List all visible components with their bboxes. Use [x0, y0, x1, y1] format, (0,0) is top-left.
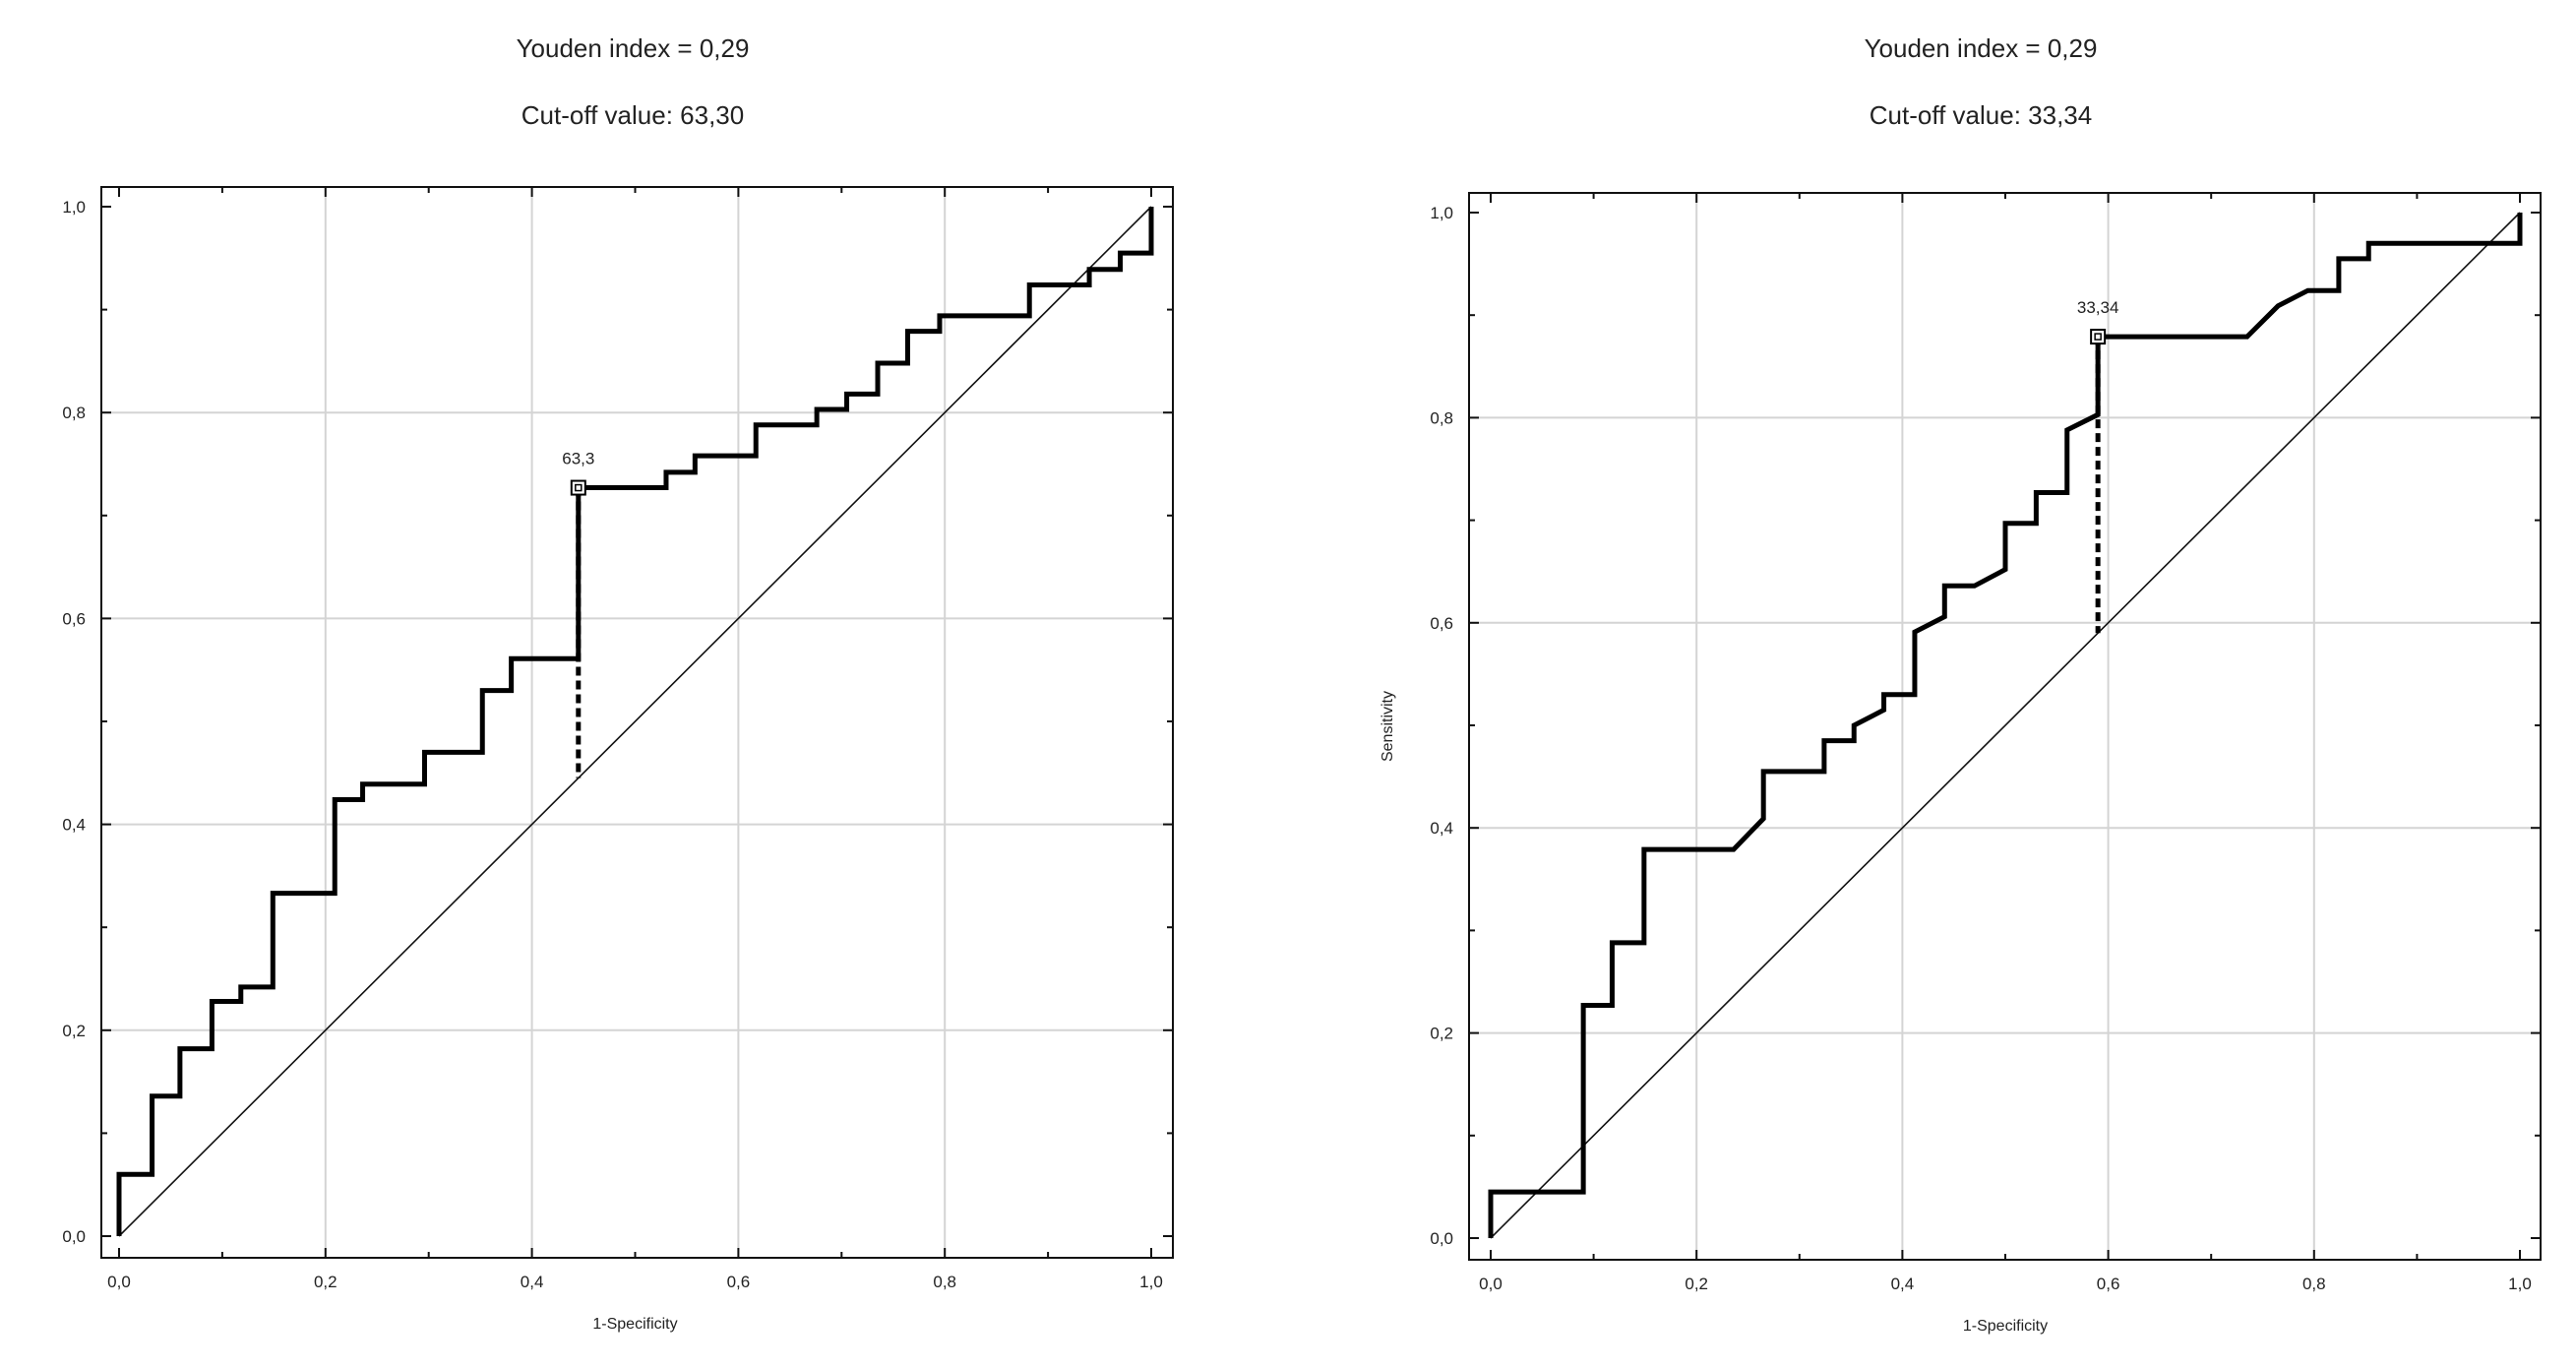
right-x-axis-label: 1-Specificity — [1963, 1318, 2048, 1335]
right-x-tick-label-3: 0,6 — [2097, 1275, 2120, 1293]
right-cutoff-label: 33,34 — [2077, 298, 2119, 317]
right-x-tick-label-0: 0,0 — [1479, 1275, 1503, 1293]
left-y-tick-label-2: 0,4 — [62, 816, 86, 835]
right-x-tick-label-1: 0,2 — [1685, 1275, 1708, 1293]
right-x-tick-label-2: 0,4 — [1891, 1275, 1915, 1293]
left-cutoff-subtitle: Cut-off value: 63,30 — [521, 100, 745, 130]
right-cutoff-subtitle: Cut-off value: 33,34 — [1869, 100, 2093, 130]
left-roc-curve — [116, 207, 1154, 1236]
left-x-axis-label: 1-Specificity — [592, 1316, 677, 1333]
right-y-tick-label-4: 0,8 — [1430, 408, 1453, 427]
right-roc-curve — [1488, 213, 2523, 1238]
right-cutoff-marker — [2090, 329, 2107, 345]
left-y-tick-label-1: 0,2 — [62, 1022, 86, 1040]
left-y-tick-label-3: 0,6 — [62, 609, 86, 628]
right-y-tick-label-5: 1,0 — [1430, 204, 1453, 222]
left-reference-diagonal — [118, 206, 1152, 1237]
roc-chart-left: 0,0 0,2 0,4 0,6 0,8 1,0 0,0 0,2 0,4 0,6 0,8 1,0 1-Sp… — [62, 186, 1174, 1333]
right-y-tick-label-3: 0,6 — [1430, 614, 1453, 633]
right-y-axis-label: Sensitivity — [1380, 691, 1396, 762]
right-x-tick-label-5: 1,0 — [2508, 1275, 2532, 1293]
left-cutoff-label: 63,3 — [562, 450, 594, 468]
left-cutoff-marker-inner — [575, 483, 583, 492]
left-y-tick-label-0: 0,0 — [62, 1227, 86, 1246]
right-y-tick-label-0: 0,0 — [1430, 1229, 1453, 1248]
left-cutoff-marker — [570, 479, 586, 496]
right-cutoff-marker-inner — [2094, 333, 2102, 341]
right-reference-diagonal — [1490, 212, 2521, 1239]
left-plot-frame — [100, 186, 1174, 1259]
left-x-tick-label-5: 1,0 — [1139, 1273, 1163, 1291]
left-x-tick-label-0: 0,0 — [107, 1273, 131, 1291]
left-x-tick-label-4: 0,8 — [933, 1273, 956, 1291]
left-y-tick-label-4: 0,8 — [62, 404, 86, 422]
right-x-tick-label-4: 0,8 — [2302, 1275, 2326, 1293]
left-x-tick-label-2: 0,4 — [521, 1273, 544, 1291]
right-y-tick-label-1: 0,2 — [1430, 1025, 1453, 1043]
left-x-tick-label-1: 0,2 — [314, 1273, 337, 1291]
right-y-tick-label-2: 0,4 — [1430, 819, 1453, 838]
left-x-tick-label-3: 0,6 — [727, 1273, 751, 1291]
left-y-tick-label-5: 1,0 — [62, 198, 86, 217]
left-youden-title: Youden index = 0,29 — [516, 33, 750, 63]
right-youden-title: Youden index = 0,29 — [1864, 33, 2098, 63]
roc-chart-right: 0,0 0,2 0,4 0,6 0,8 1,0 0,0 0,2 0,4 0,6 0,8 1,0 1-Sp… — [1380, 192, 2542, 1335]
